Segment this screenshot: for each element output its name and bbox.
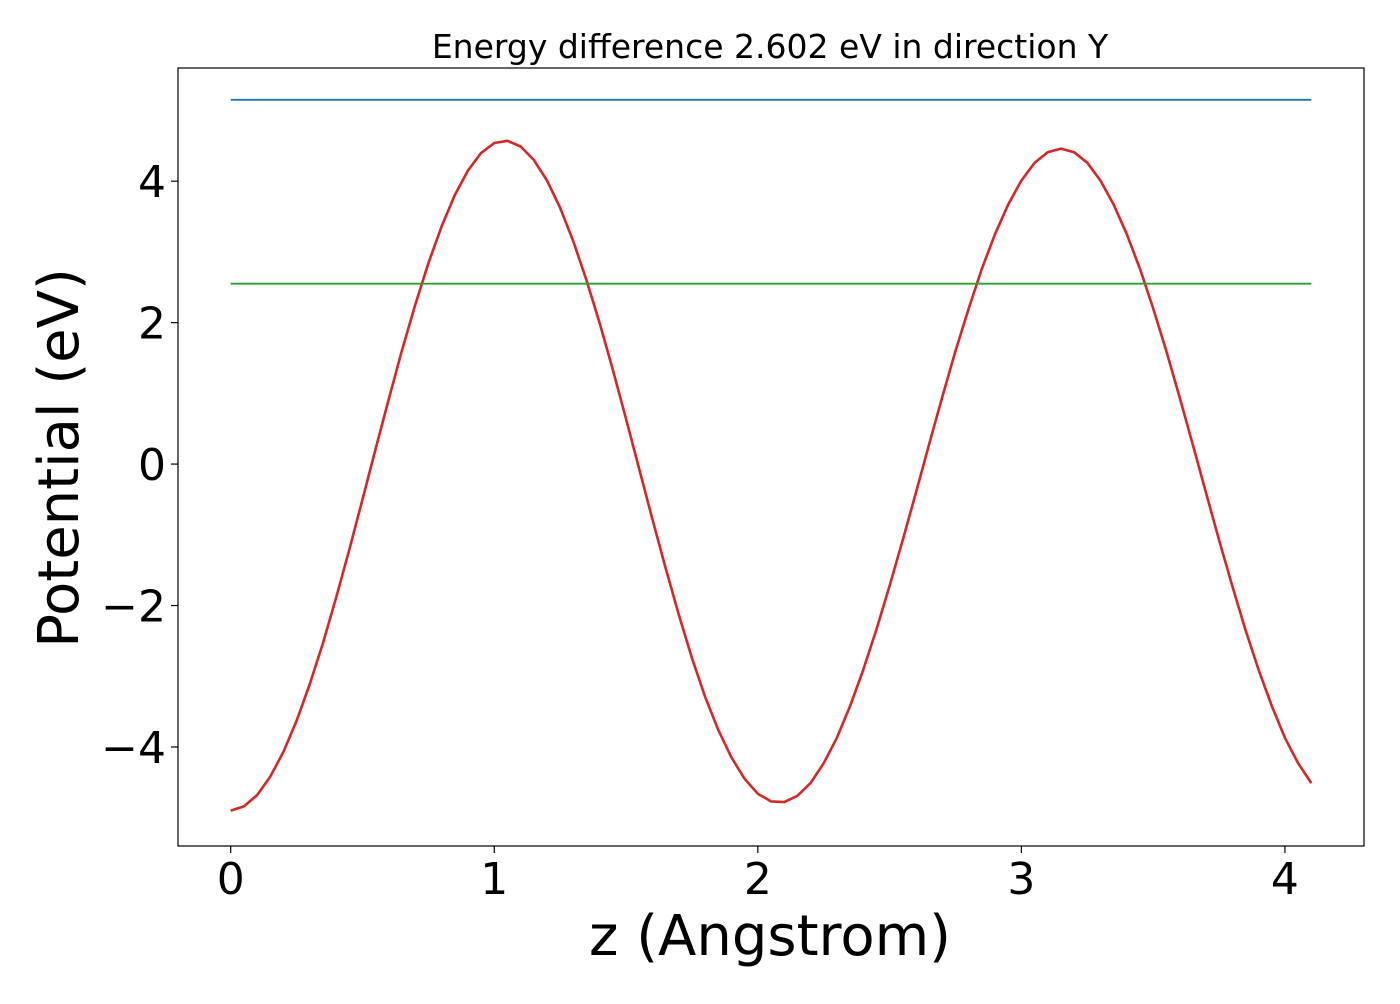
x-axis-label: z (Angstrom)	[589, 904, 951, 969]
x-tick-label: 4	[1271, 854, 1299, 905]
series-line-1	[230, 139, 1313, 812]
y-tick-label: −2	[101, 582, 166, 633]
x-tick-label: 1	[480, 854, 508, 905]
y-tick-label: 2	[138, 299, 166, 350]
y-tick-label: 0	[138, 440, 166, 491]
x-tick-label: 0	[217, 854, 245, 905]
plot-frame	[177, 67, 1365, 847]
y-tick-label: −4	[101, 723, 166, 774]
plot-area	[230, 98, 1313, 812]
y-axis-label: Potential (eV)	[27, 268, 92, 648]
y-axis: −4 −2 0 2 4	[101, 157, 178, 774]
x-tick-label: 2	[744, 854, 772, 905]
x-axis: 0 1 2 3 4	[217, 846, 1299, 905]
x-tick-label: 3	[1007, 854, 1035, 905]
y-tick-label: 4	[138, 157, 166, 208]
chart-title: Energy difference 2.602 eV in direction …	[432, 27, 1109, 66]
